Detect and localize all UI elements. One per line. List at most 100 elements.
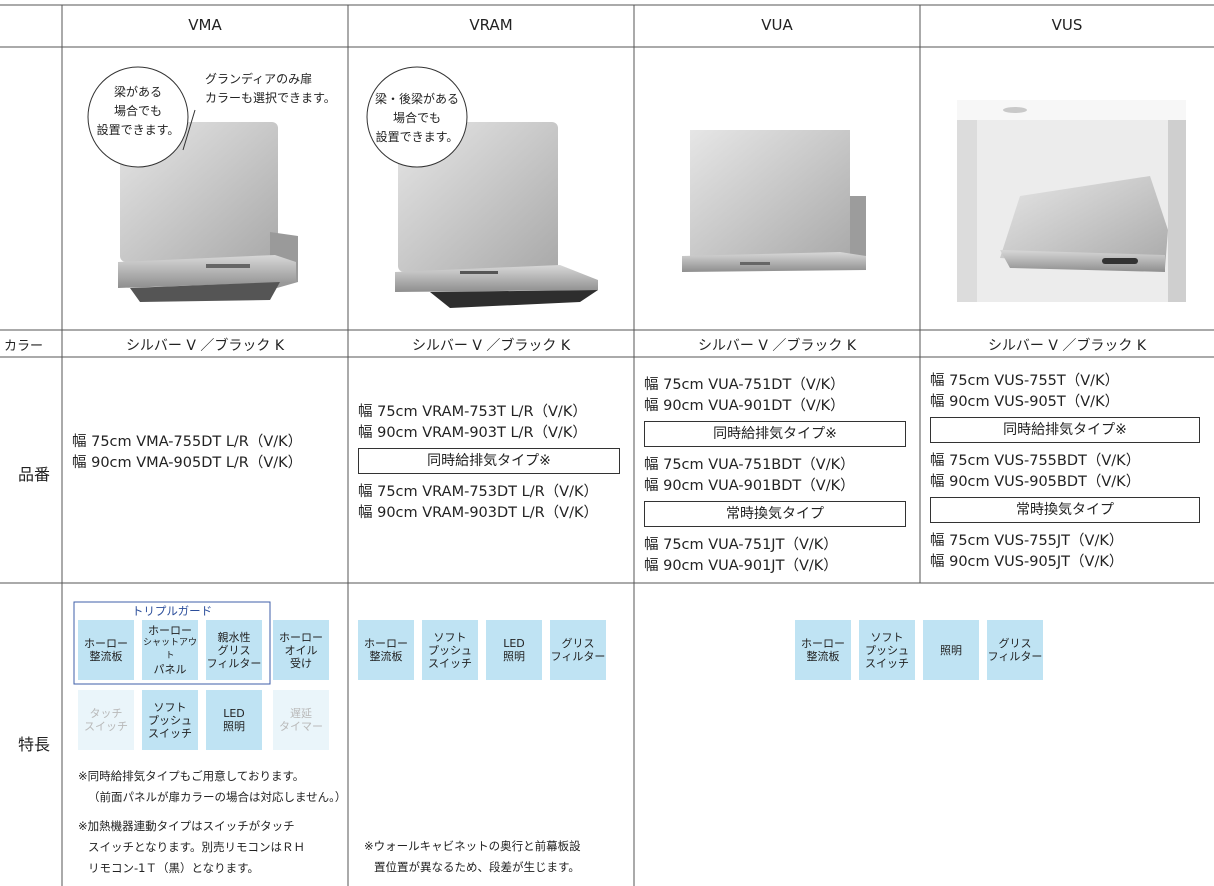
column-header: VUS xyxy=(1051,16,1083,34)
feature-badge: グリス フィルター xyxy=(550,620,606,680)
group-label: トリプルガード xyxy=(131,604,213,618)
type-heading: 同時給排気タイプ※ xyxy=(358,448,620,474)
note-text: （前面パネルが扉カラーの場合は対応しません。） xyxy=(88,790,347,804)
color-text: シルバー V ／ブラック K xyxy=(697,338,857,354)
badge-text: ホーロー xyxy=(84,637,128,650)
note-text: ※同時給排気タイプもご用意しております。 xyxy=(78,769,305,783)
feature-badge: タッチ スイッチ xyxy=(78,690,134,750)
badge-text: パネル xyxy=(153,663,187,676)
row-label: カラー xyxy=(4,339,44,354)
badge-text: オイル xyxy=(284,643,318,657)
badge-text: スイッチ xyxy=(84,720,128,733)
badge-text: ホーロー xyxy=(801,637,845,650)
badge-text: プッシュ xyxy=(148,713,192,727)
type-heading: 同時給排気タイプ※ xyxy=(930,417,1200,443)
badge-text: グリス xyxy=(998,637,1032,650)
badge-text: 受け xyxy=(290,656,312,670)
note-text: 置位置が異なるため、段差が生じます。 xyxy=(374,860,580,874)
note-text: ※加熱機器連動タイプはスイッチがタッチ xyxy=(78,819,295,833)
feature-badge: 親水性 グリス フィルター xyxy=(206,620,262,680)
badge-text: タッチ xyxy=(89,707,123,720)
feature-badge: ソフト プッシュ スイッチ xyxy=(859,620,915,680)
feature-badge: 遅延 タイマー xyxy=(273,690,329,750)
callout-circle xyxy=(87,66,189,168)
badge-text: 整流板 xyxy=(369,650,403,663)
model-line: 幅 90cm VUA-901JT（V/K） xyxy=(644,558,838,574)
hood-image xyxy=(682,130,866,272)
feature-badge: グリス フィルター xyxy=(987,620,1043,680)
badge-text: ソフト xyxy=(153,700,187,714)
badge-text: LED xyxy=(223,707,245,720)
badge-text: フィルター xyxy=(206,656,262,670)
badge-text: ホーロー xyxy=(364,637,408,650)
row-label: 特長 xyxy=(18,735,51,754)
badge-text: スイッチ xyxy=(148,726,192,740)
feature-badge: LED 照明 xyxy=(206,690,262,750)
color-text: シルバー V ／ブラック K xyxy=(411,338,571,354)
badge-text: 親水性 xyxy=(217,630,251,644)
feature-badge: ソフト プッシュ スイッチ xyxy=(142,690,198,750)
callout-circle xyxy=(366,66,468,168)
model-line: 幅 75cm VUA-751DT（V/K） xyxy=(644,377,845,393)
color-text: シルバー V ／ブラック K xyxy=(987,338,1147,354)
callout-text: 梁がある xyxy=(113,85,162,99)
hood-image xyxy=(118,109,298,302)
badge-text: ホーロー xyxy=(148,624,192,637)
callout-text: カラーも選択できます。 xyxy=(205,91,336,105)
model-line: 幅 90cm VMA-905DT L/R（V/K） xyxy=(72,455,303,471)
type-heading: 常時換気タイプ xyxy=(644,501,906,527)
callout-text: グランディアのみ扉 xyxy=(205,72,313,86)
hood-photo xyxy=(957,100,1186,302)
model-line: 幅 75cm VRAM-753T L/R（V/K） xyxy=(358,404,587,420)
model-line: 幅 75cm VMA-755DT L/R（V/K） xyxy=(72,434,303,450)
feature-badge: ホーロー 整流板 xyxy=(358,620,414,680)
badge-text: グリス xyxy=(561,637,595,650)
model-line: 幅 75cm VUS-755BDT（V/K） xyxy=(930,453,1141,469)
model-line: 幅 90cm VRAM-903DT L/R（V/K） xyxy=(358,505,598,521)
feature-badge: LED 照明 xyxy=(486,620,542,680)
badge-text: 照明 xyxy=(503,650,525,663)
badge-text: プッシュ xyxy=(428,643,472,657)
model-line: 幅 75cm VUS-755T（V/K） xyxy=(930,373,1120,389)
callout-text: 設置できます。 xyxy=(375,130,459,144)
badge-text: ソフト xyxy=(870,630,904,644)
model-line: 幅 75cm VUA-751BDT（V/K） xyxy=(644,457,855,473)
note-text: ※ウォールキャビネットの奥行と前幕板設 xyxy=(364,839,581,853)
model-line: 幅 90cm VUS-905JT（V/K） xyxy=(930,554,1124,570)
badge-text: 整流板 xyxy=(806,650,840,663)
badge-text: フィルター xyxy=(550,650,606,663)
model-line: 幅 90cm VUA-901BDT（V/K） xyxy=(644,478,855,494)
type-heading: 同時給排気タイプ※ xyxy=(644,421,906,447)
column-header: VUA xyxy=(761,16,793,34)
callout-text: 梁・後梁がある xyxy=(374,92,459,106)
note-text: スイッチとなります。別売リモコンはＲＨ xyxy=(88,840,306,854)
column-header: VRAM xyxy=(469,16,513,34)
badge-text: フィルター xyxy=(987,650,1043,663)
grid-lines xyxy=(0,4,1214,886)
badge-text: ホーロー xyxy=(279,630,323,644)
feature-badge: ホーロー 整流板 xyxy=(78,620,134,680)
callout-text: 場合でも xyxy=(113,104,162,118)
row-label: 品番 xyxy=(18,465,51,484)
feature-badge: ホーロー 整流板 xyxy=(795,620,851,680)
badge-text: スイッチ xyxy=(865,656,909,670)
callout-text: 設置できます。 xyxy=(96,123,180,137)
model-line: 幅 90cm VUA-901DT（V/K） xyxy=(644,398,845,414)
type-heading: 常時換気タイプ xyxy=(930,497,1200,523)
badge-text: タイマー xyxy=(279,720,323,733)
badge-text: 照明 xyxy=(940,643,962,657)
feature-badge: ホーロー オイル 受け xyxy=(273,620,329,680)
model-line: 幅 90cm VUS-905BDT（V/K） xyxy=(930,474,1141,490)
model-line: 幅 75cm VUA-751JT（V/K） xyxy=(644,537,838,553)
model-line: 幅 75cm VUS-755JT（V/K） xyxy=(930,533,1124,549)
feature-badge: ソフト プッシュ スイッチ xyxy=(422,620,478,680)
model-line: 幅 90cm VRAM-903T L/R（V/K） xyxy=(358,425,587,441)
column-header: VMA xyxy=(188,16,222,34)
badge-text: 整流板 xyxy=(89,650,123,663)
group-frame xyxy=(73,601,271,685)
badge-text: スイッチ xyxy=(428,656,472,670)
note-text: リモコン-1Ｔ（黒）となります。 xyxy=(88,861,259,875)
badge-text: 遅延 xyxy=(290,707,312,720)
